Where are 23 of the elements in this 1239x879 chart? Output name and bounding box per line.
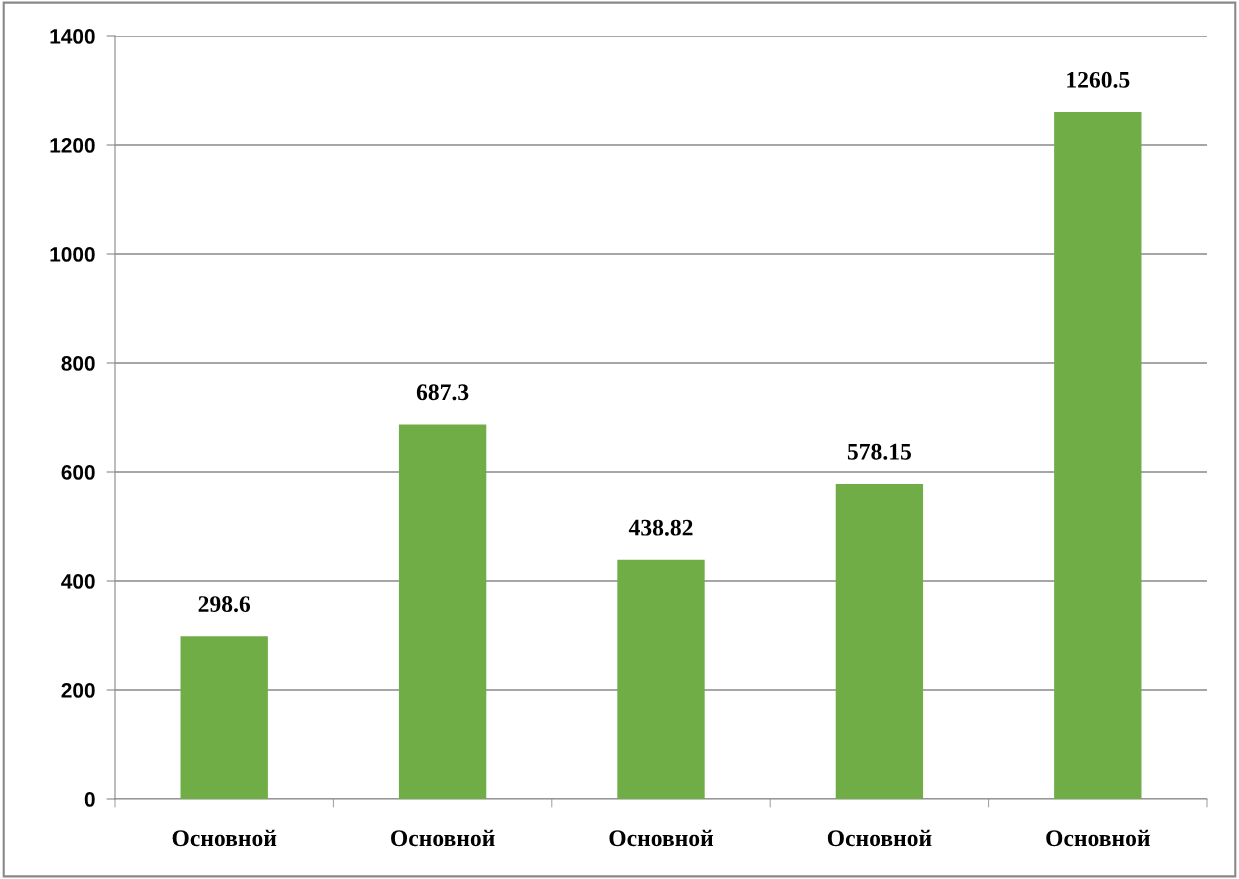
data-label: 578.15 xyxy=(847,443,911,460)
y-tick-label: 1200 xyxy=(50,138,95,153)
y-tick-label: 600 xyxy=(61,465,95,480)
x-tick-label: Основной xyxy=(609,829,714,847)
x-tick-label: Основной xyxy=(1046,829,1150,847)
data-label: 438.82 xyxy=(628,519,693,536)
bar xyxy=(398,424,487,799)
y-tick-label: 200 xyxy=(61,683,95,698)
bar xyxy=(1054,112,1142,799)
bar xyxy=(180,636,268,799)
y-tick-label: 1000 xyxy=(50,247,95,262)
y-tick-label: 400 xyxy=(61,574,95,589)
data-label: 687.3 xyxy=(416,384,469,401)
bar xyxy=(617,559,705,799)
x-tick-label: Основной xyxy=(391,829,495,847)
y-tick-label: 1400 xyxy=(50,29,95,44)
data-label: 298.6 xyxy=(198,596,251,613)
bar xyxy=(835,483,924,799)
y-tick-label: 800 xyxy=(61,356,95,371)
x-tick-label: Основной xyxy=(827,829,932,847)
data-label: 1260.5 xyxy=(1067,71,1130,88)
x-tick-label: Основной xyxy=(172,829,277,847)
y-tick-label: 0 xyxy=(84,792,95,807)
